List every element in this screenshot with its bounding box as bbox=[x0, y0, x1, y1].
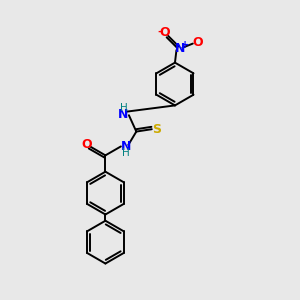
Text: O: O bbox=[160, 26, 170, 39]
Text: N: N bbox=[121, 140, 131, 153]
Text: H: H bbox=[120, 103, 128, 113]
Text: N: N bbox=[118, 108, 129, 121]
Text: S: S bbox=[152, 123, 161, 136]
Text: H: H bbox=[122, 148, 130, 158]
Text: O: O bbox=[192, 36, 202, 49]
Text: N: N bbox=[175, 42, 185, 55]
Text: O: O bbox=[81, 138, 92, 152]
Text: +: + bbox=[181, 40, 189, 50]
Text: -: - bbox=[158, 27, 162, 37]
